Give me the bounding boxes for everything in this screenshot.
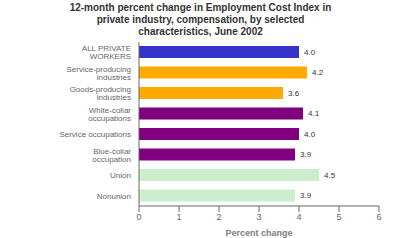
html-text:private industry, compensation: private industry, compensation, by selec… — [96, 14, 305, 25]
svg-text:Service occupations: Service occupations — [59, 130, 131, 139]
svg-text:3.6: 3.6 — [288, 89, 300, 98]
svg-text:3.9: 3.9 — [300, 150, 312, 159]
html-text:12-month percent change in Emp: 12-month percent change in Employment Co… — [69, 2, 332, 13]
svg-text:Union: Union — [110, 171, 131, 180]
svg-text:5: 5 — [336, 212, 341, 222]
svg-text:4.2: 4.2 — [312, 68, 324, 77]
svg-text:4.0: 4.0 — [304, 48, 316, 57]
svg-text:Goods-producingindustries: Goods-producingindustries — [70, 85, 131, 102]
svg-text:Percent change: Percent change — [225, 228, 292, 238]
svg-text:4.0: 4.0 — [304, 130, 316, 139]
html-text:characteristics, June 2002: characteristics, June 2002 — [138, 26, 263, 37]
svg-text:4: 4 — [296, 212, 301, 222]
svg-text:6: 6 — [376, 212, 381, 222]
svg-text:1: 1 — [176, 212, 181, 222]
svg-text:4.5: 4.5 — [324, 171, 336, 180]
svg-text:ALL PRIVATEWORKERS: ALL PRIVATEWORKERS — [82, 44, 131, 61]
svg-text:Service-producingindustries: Service-producingindustries — [67, 65, 131, 82]
svg-text:Nonunion: Nonunion — [97, 192, 131, 201]
svg-text:2: 2 — [216, 212, 221, 222]
svg-text:3.9: 3.9 — [300, 191, 312, 200]
svg-text:White-collaroccupations: White-collaroccupations — [88, 106, 131, 123]
svg-text:4.1: 4.1 — [308, 109, 320, 118]
svg-text:3: 3 — [256, 212, 261, 222]
svg-text:Blue-collaroccupation: Blue-collaroccupation — [92, 147, 131, 164]
svg-text:0: 0 — [136, 212, 141, 222]
